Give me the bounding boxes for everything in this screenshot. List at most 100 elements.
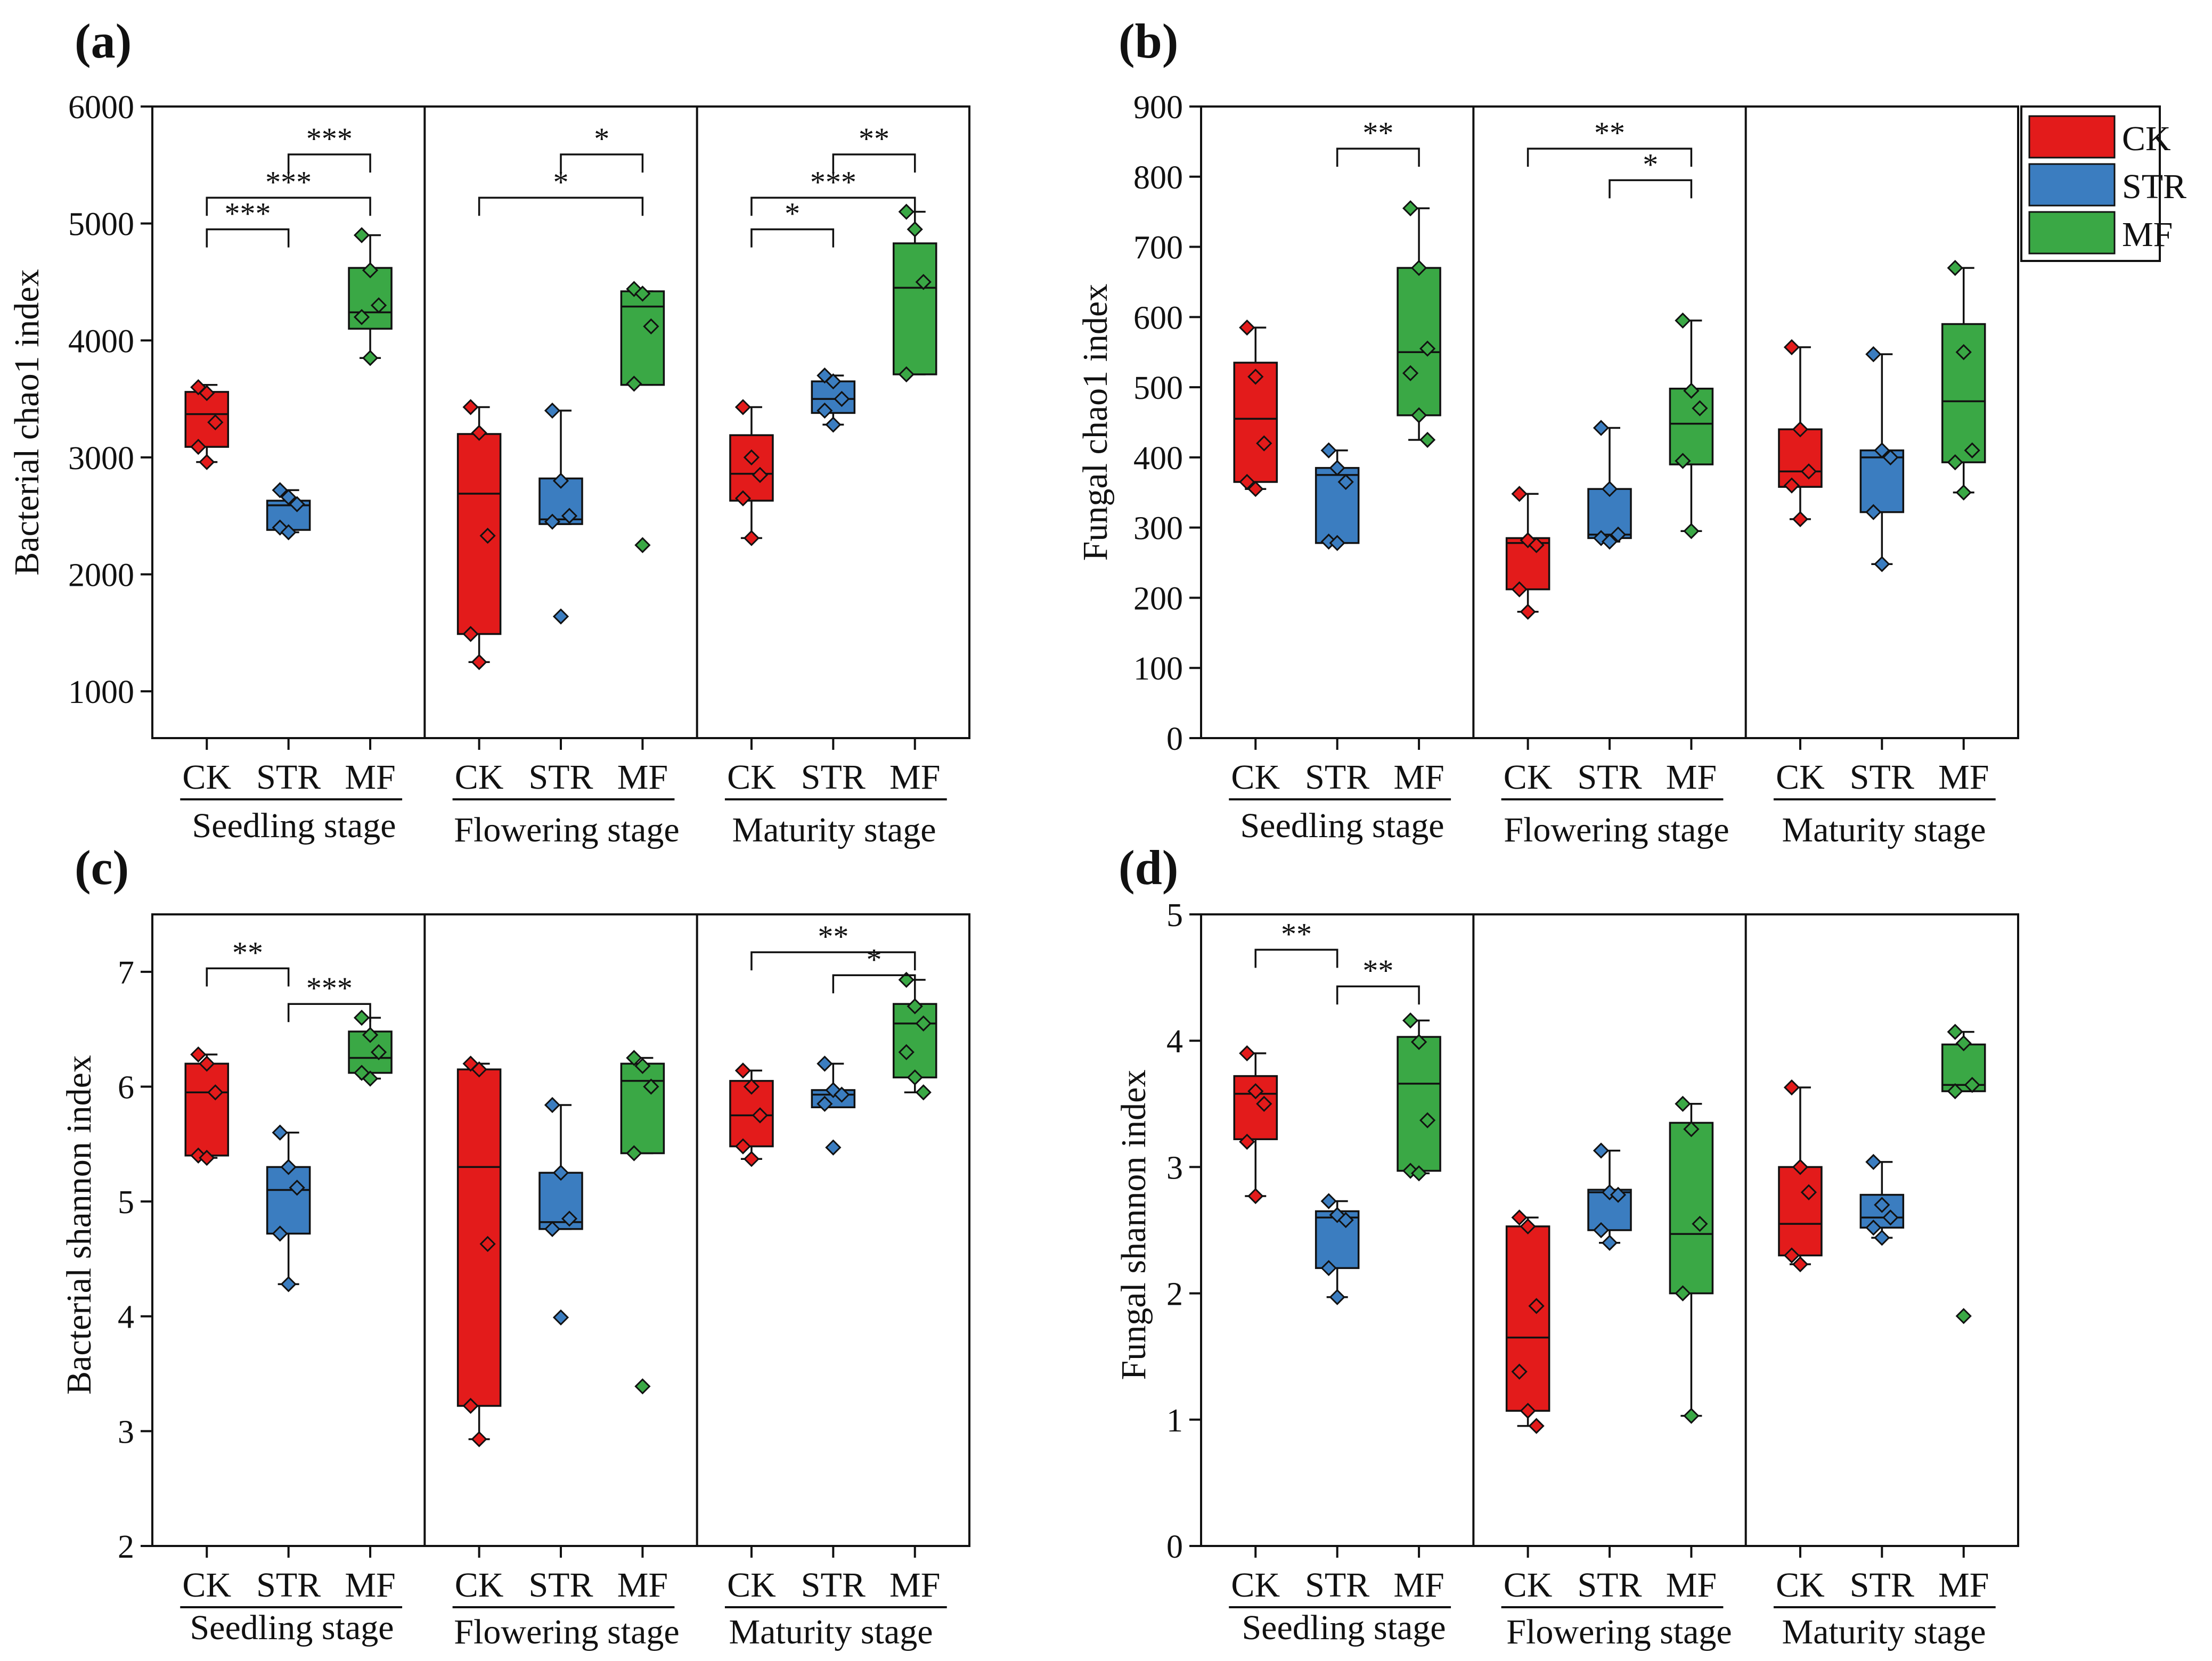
x-tick-label-d: STR [1577,1566,1642,1605]
data-point [552,472,569,489]
data-point [1528,1418,1545,1434]
x-tick-label-b: STR [1850,758,1914,797]
y-axis-title-a: Bacterial chao1 index [7,269,46,575]
y-tick-label-b: 100 [1133,651,1183,687]
bracket-line [287,153,371,173]
data-point [1320,442,1337,459]
data-point [1683,382,1700,399]
significance-bracket-a: * [750,197,835,248]
data-point [1520,1403,1536,1419]
data-point [1882,1209,1899,1226]
stage-label-d-flowering: Flowering stage [1506,1613,1732,1651]
box-iqr [1669,1122,1714,1295]
significance-bracket-c: *** [287,971,371,1022]
stage-label-a-maturity: Maturity stage [732,811,936,849]
panel-a-bacterial-chao1: 1000 2000 3000 4000 5000 6000 CK STR MF CK STR MF CK… [68,89,970,800]
data-point [544,1097,561,1114]
data-point [1410,259,1427,276]
bracket-line [1254,948,1338,968]
box-d-mf-seedling [1397,1012,1441,1182]
bracket-line [832,974,916,994]
y-axis-title-b: Fungal chao1 index [1076,284,1115,561]
data-point [1683,1408,1700,1424]
data-point [834,1086,850,1103]
x-tick-label-b: CK [1776,758,1825,797]
x-tick-label-a: STR [256,758,321,797]
data-point [280,1159,297,1175]
bracket-line [1527,148,1693,167]
y-tick-label-b: 900 [1133,89,1183,126]
data-point [1683,1121,1700,1138]
data-point [634,537,651,553]
box-iqr [892,1003,937,1078]
y-tick-label-b: 500 [1133,370,1183,406]
data-point [734,399,752,415]
data-point [643,1078,659,1095]
box-d-ck-flowering [1505,1209,1550,1434]
y-tick-label-c: 3 [118,1414,134,1450]
box-d-mf-maturity [1941,1024,1986,1324]
data-point [370,297,387,314]
stage-label-d-maturity: Maturity stage [1782,1613,1986,1651]
data-point [1692,400,1708,416]
x-tick-label-a: CK [455,758,504,797]
box-c-mf-seedling [348,1009,393,1087]
bracket-line [206,228,290,248]
x-tick-label-b: STR [1577,758,1642,797]
data-point [280,489,297,505]
data-point [1247,481,1264,497]
y-tick-label-d: 1 [1166,1403,1183,1439]
data-point [1511,1209,1528,1226]
stage-label-c-flowering: Flowering stage [454,1613,679,1651]
data-point [544,402,561,419]
data-point [1955,1308,1972,1324]
x-tick-label-c: STR [801,1566,866,1605]
box-a-str-seedling [266,482,311,541]
y-tick-label-c: 6 [118,1069,134,1106]
data-point [1528,1298,1545,1314]
y-tick-label-d: 4 [1166,1024,1183,1060]
data-point [1955,1035,1972,1052]
box-d-ck-seedling [1233,1045,1278,1205]
box-a-mf-flowering [620,281,665,553]
data-point [1410,1165,1427,1182]
data-point [362,350,379,366]
data-point [1865,504,1882,520]
bracket-line [287,1003,371,1022]
legend-swatch-mf [2028,211,2116,255]
x-tick-label-d: CK [1231,1566,1280,1605]
data-point [1675,1095,1691,1112]
bracket-line [560,153,644,173]
significance-label: *** [306,971,353,1005]
data-point [634,1058,651,1074]
data-point [626,1145,642,1161]
box-d-str-flowering [1587,1142,1632,1251]
box-d-str-maturity [1859,1153,1905,1246]
y-tick-label-c: 4 [118,1299,134,1336]
x-tick-label-a: MF [345,758,395,797]
data-point [1955,484,1972,501]
box-iqr [1778,428,1823,488]
data-point [353,227,370,243]
stage-label-a-flowering: Flowering stage [454,811,679,849]
data-point [825,416,842,433]
box-iqr [1669,387,1714,465]
significance-label: ** [859,121,889,156]
data-point [817,1095,833,1112]
box-b-mf-maturity [1941,259,1986,501]
stage-label-a-seedling: Seedling stage [192,806,396,845]
data-point [1865,346,1882,363]
data-point [898,203,915,220]
data-point [1329,460,1345,476]
bracket-line [750,197,916,216]
box-b-str-seedling [1315,442,1360,551]
box-iqr [620,1062,665,1155]
data-point [1329,1289,1345,1305]
box-b-mf-seedling [1397,200,1441,448]
data-point [1601,533,1618,550]
data-point [471,1431,487,1447]
x-tick-label-c: MF [889,1566,940,1605]
x-tick-label-c: STR [256,1566,321,1605]
significance-label: * [867,942,882,977]
